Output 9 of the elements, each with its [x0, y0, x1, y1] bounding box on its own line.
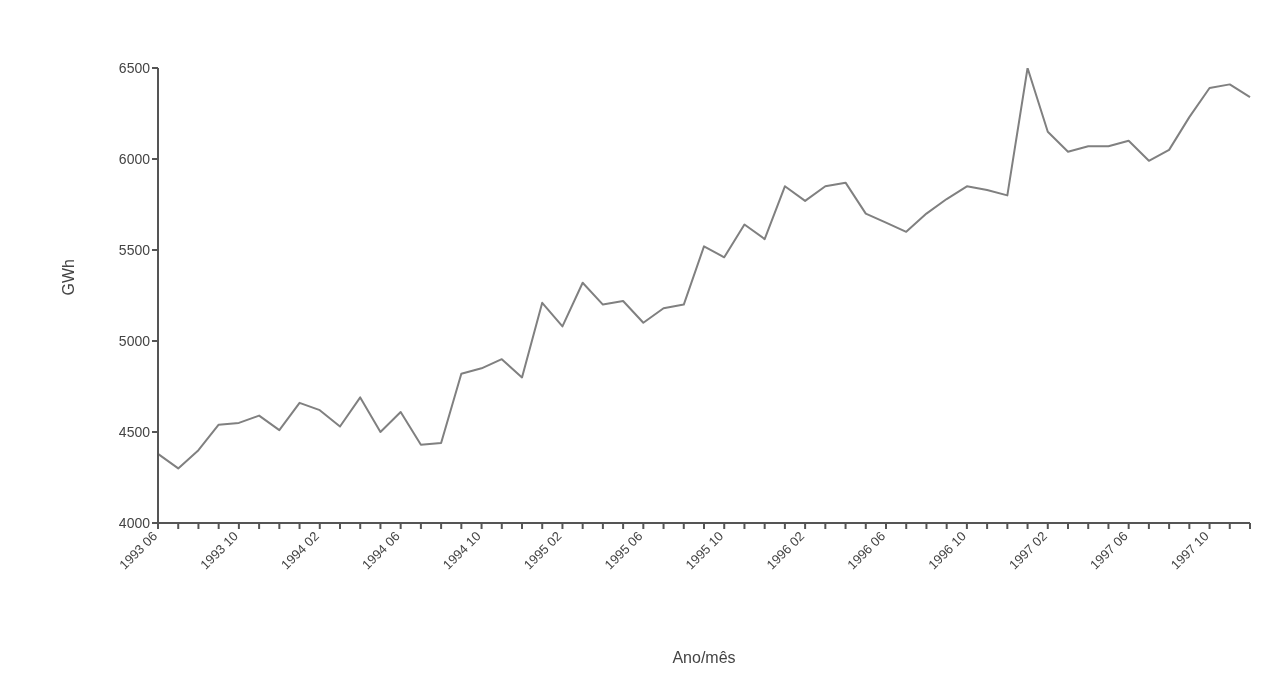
y-tick-label: 5000	[118, 332, 151, 349]
y-tick-label: 4500	[118, 423, 151, 440]
y-axis-title: GWh	[59, 259, 77, 296]
line-series	[157, 68, 1251, 470]
y-tick-label: 6500	[118, 59, 151, 76]
x-axis-title: Ano/mês	[672, 649, 736, 666]
y-tick-label: 6000	[118, 150, 151, 167]
y-tick-label: 4000	[118, 514, 151, 531]
y-tick-label: 5500	[118, 241, 151, 258]
